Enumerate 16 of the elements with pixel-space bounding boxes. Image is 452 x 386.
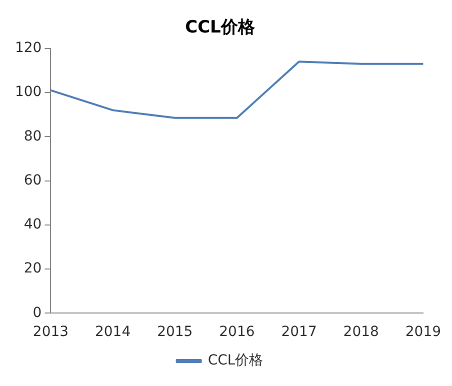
y-tick-label: 40 bbox=[24, 216, 42, 233]
y-tick-label: 100 bbox=[14, 84, 42, 100]
x-tick-label: 2015 bbox=[157, 324, 193, 340]
y-tick-label: 0 bbox=[32, 304, 42, 321]
x-tick-label: 2016 bbox=[219, 324, 255, 340]
chart-title: CCL价格 bbox=[185, 18, 256, 38]
x-tick-label: 2019 bbox=[405, 324, 442, 340]
y-tick-label: 120 bbox=[14, 40, 42, 56]
x-tick-label: 2018 bbox=[343, 324, 379, 340]
x-tick-label: 2013 bbox=[32, 324, 69, 340]
y-tick-label: 20 bbox=[24, 260, 42, 277]
y-tick-label: 60 bbox=[24, 172, 42, 188]
legend-label: CCL价格 bbox=[208, 352, 264, 369]
x-tick-label: 2017 bbox=[281, 324, 317, 340]
x-tick-label: 2014 bbox=[94, 324, 131, 340]
y-tick-label: 80 bbox=[24, 128, 42, 144]
